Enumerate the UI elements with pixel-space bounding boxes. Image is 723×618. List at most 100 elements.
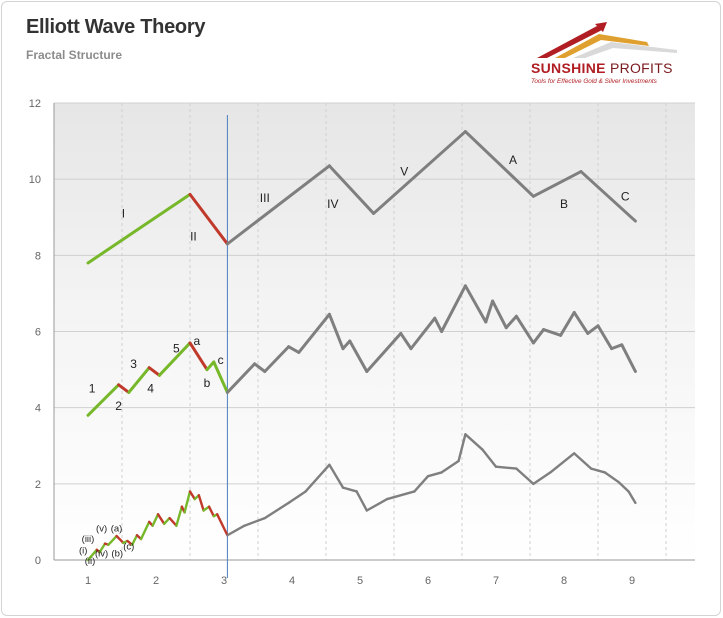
wave-segment bbox=[399, 331, 413, 351]
wave-segment bbox=[355, 490, 368, 512]
wave-segment bbox=[386, 490, 416, 501]
wave-segment bbox=[491, 299, 508, 330]
wave-segment bbox=[86, 548, 99, 562]
y-tick-label: 2 bbox=[35, 479, 41, 491]
wave-segment bbox=[115, 534, 125, 545]
wave-label: C bbox=[621, 189, 630, 203]
wave-segment bbox=[610, 343, 624, 351]
x-tick-label: 9 bbox=[629, 575, 635, 587]
wave-segment bbox=[156, 513, 166, 526]
wave-segment bbox=[287, 345, 301, 354]
wave-segment bbox=[365, 331, 403, 373]
wave-segment bbox=[188, 490, 196, 501]
logo-wordmark-bold: SUNSHINE bbox=[531, 60, 606, 76]
y-tick-label: 0 bbox=[35, 555, 41, 567]
wave-label: (iii) bbox=[82, 534, 95, 545]
wave-label: 1 bbox=[89, 382, 96, 396]
wave-label: (a) bbox=[111, 524, 123, 535]
wave-segment bbox=[183, 490, 192, 514]
x-tick-label: 1 bbox=[85, 575, 91, 587]
wave-segment bbox=[440, 284, 467, 333]
wave-segment bbox=[341, 339, 352, 351]
wave-segment bbox=[263, 345, 291, 373]
wave-segment bbox=[532, 471, 552, 486]
wave-segment bbox=[596, 324, 614, 351]
wave-segment bbox=[341, 486, 358, 493]
wave-label: III bbox=[260, 191, 270, 205]
wave-segment bbox=[157, 341, 192, 377]
wave-label: (i) bbox=[79, 546, 87, 557]
x-tick-label: 7 bbox=[493, 575, 499, 587]
wave-segment bbox=[590, 467, 606, 474]
wave-series bbox=[86, 130, 637, 562]
wave-segment bbox=[225, 164, 331, 246]
wave-segment bbox=[620, 343, 637, 373]
wave-segment bbox=[549, 452, 576, 474]
y-tick-label: 8 bbox=[35, 250, 41, 262]
wave-segment bbox=[515, 467, 535, 486]
wave-segment bbox=[127, 366, 151, 394]
wave-segment bbox=[531, 328, 546, 345]
wave-segment bbox=[627, 490, 637, 505]
wave-segment bbox=[207, 505, 216, 518]
wave-segment bbox=[107, 534, 118, 546]
logo-tagline: Tools for Effective Gold & Silver Invest… bbox=[531, 78, 657, 85]
wave-segment bbox=[327, 164, 376, 215]
wave-segment bbox=[117, 383, 131, 394]
wave-label: II bbox=[190, 229, 197, 243]
wave-segment bbox=[457, 433, 467, 463]
wave-segment bbox=[433, 316, 444, 333]
wave-segment bbox=[372, 130, 467, 215]
y-tick-label: 12 bbox=[29, 98, 41, 110]
wave-label: B bbox=[560, 197, 568, 211]
x-tick-label: 8 bbox=[561, 575, 567, 587]
wave-segment bbox=[494, 465, 518, 470]
wave-segment bbox=[463, 130, 535, 198]
wave-segment bbox=[197, 494, 205, 512]
wave-segment bbox=[225, 362, 257, 394]
wave-segment bbox=[86, 383, 121, 417]
wave-label: b bbox=[204, 376, 211, 390]
y-tick-label: 4 bbox=[35, 403, 41, 415]
wave-segment bbox=[287, 490, 307, 505]
chart-title: Elliott Wave Theory bbox=[26, 16, 206, 38]
wave-segment bbox=[98, 542, 107, 554]
x-tick-label: 2 bbox=[153, 575, 159, 587]
wave-segment bbox=[139, 520, 151, 541]
wave-label: a bbox=[193, 334, 200, 348]
wave-label: 2 bbox=[115, 399, 122, 413]
x-tick-label: 6 bbox=[425, 575, 431, 587]
wave-segment bbox=[175, 505, 184, 527]
wave-segment bbox=[542, 328, 563, 337]
wave-segment bbox=[484, 299, 495, 324]
wave-segment bbox=[86, 192, 192, 265]
wave-segment bbox=[481, 448, 498, 468]
wave-segment bbox=[188, 192, 229, 246]
wave-label: c bbox=[218, 353, 224, 367]
x-tick-label: 3 bbox=[221, 575, 227, 587]
wave-segment bbox=[572, 310, 590, 335]
wave-segment bbox=[365, 497, 389, 512]
wave-segment bbox=[514, 314, 535, 345]
wave-segment bbox=[304, 463, 331, 493]
y-tick-label: 6 bbox=[35, 327, 41, 339]
wave-segment bbox=[151, 513, 160, 527]
wave-segment bbox=[243, 516, 266, 527]
wave-label: I bbox=[122, 206, 125, 220]
wave-label: 3 bbox=[130, 357, 137, 371]
wave-segment bbox=[579, 170, 637, 223]
wave-segment bbox=[463, 284, 488, 324]
x-tick-label: 4 bbox=[289, 575, 295, 587]
x-tick-label: 5 bbox=[357, 575, 363, 587]
wave-segment bbox=[617, 480, 630, 493]
wave-segment bbox=[559, 310, 576, 337]
wave-segment bbox=[348, 339, 369, 373]
wave-label: 5 bbox=[173, 342, 180, 356]
wave-label: (iv) bbox=[95, 548, 108, 559]
wave-segment bbox=[531, 170, 583, 198]
wave-label: A bbox=[509, 153, 517, 167]
wave-segment bbox=[226, 524, 246, 537]
sunshine-profits-logo-icon bbox=[537, 22, 677, 58]
